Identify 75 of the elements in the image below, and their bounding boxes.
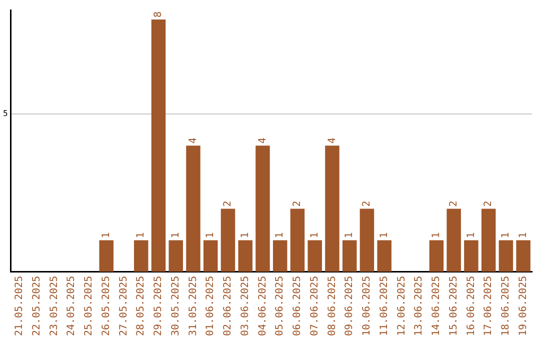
data-label: 1	[100, 232, 112, 238]
bar	[99, 240, 114, 272]
data-label: 2	[362, 200, 373, 207]
x-tick-label: 10.06.2025	[362, 276, 373, 336]
x-tick-label: 15.06.2025	[448, 276, 460, 336]
bar	[498, 240, 514, 272]
x-tick-label: 06.06.2025	[292, 276, 304, 336]
y-tick-label: 5	[2, 109, 8, 118]
x-tick-label: 29.05.2025	[153, 276, 164, 336]
data-label: 1	[466, 232, 477, 238]
bar	[464, 240, 478, 272]
data-label: 1	[431, 232, 442, 238]
data-label: 1	[378, 232, 390, 238]
bar	[481, 208, 496, 272]
data-label: 4	[188, 138, 199, 144]
data-label: 1	[518, 232, 529, 238]
bar	[168, 240, 183, 272]
x-tick-label: 04.06.2025	[257, 276, 268, 336]
x-tick-label: 16.06.2025	[466, 276, 477, 336]
data-label: 1	[500, 232, 512, 238]
x-tick-label: 25.05.2025	[84, 276, 95, 336]
bar	[360, 208, 374, 272]
data-label: 2	[222, 200, 234, 207]
bar	[203, 240, 218, 272]
bar	[325, 146, 340, 272]
x-tick-label: 03.06.2025	[240, 276, 251, 336]
data-label: 4	[326, 138, 338, 144]
bar	[272, 240, 288, 272]
data-label: 1	[344, 232, 356, 238]
data-label: 8	[153, 11, 164, 18]
x-tick-label: 09.06.2025	[344, 276, 356, 336]
x-tick-label: 19.06.2025	[518, 276, 529, 336]
data-label: 2	[448, 200, 460, 207]
data-label: 2	[292, 200, 304, 207]
x-tick-label: 26.05.2025	[100, 276, 112, 336]
x-tick-label: 07.06.2025	[309, 276, 320, 336]
data-label: 2	[483, 200, 494, 207]
x-tick-label: 05.06.2025	[274, 276, 286, 336]
x-tick-label: 18.06.2025	[500, 276, 512, 336]
bar	[342, 240, 357, 272]
x-tick-label: 08.06.2025	[326, 276, 338, 336]
bar	[446, 208, 461, 272]
x-tick-label: 28.05.2025	[136, 276, 147, 336]
x-tick-label: 31.05.2025	[188, 276, 199, 336]
data-label: 1	[240, 232, 251, 238]
bar	[134, 240, 148, 272]
x-tick-label: 01.06.2025	[205, 276, 216, 336]
data-label: 1	[309, 232, 320, 238]
x-tick-label: 14.06.2025	[431, 276, 442, 336]
bar	[308, 240, 322, 272]
x-tick-label: 12.06.2025	[396, 276, 408, 336]
data-label: 1	[170, 232, 182, 238]
x-tick-label: 22.05.2025	[31, 276, 42, 336]
bar	[151, 19, 166, 272]
x-tick-label: 13.06.2025	[414, 276, 425, 336]
bar	[290, 208, 305, 272]
x-tick-label: 11.06.2025	[378, 276, 390, 336]
x-tick-label: 17.06.2025	[483, 276, 494, 336]
data-label: 4	[257, 138, 268, 144]
bar	[238, 240, 252, 272]
x-tick-label: 27.05.2025	[118, 276, 130, 336]
bar	[377, 240, 392, 272]
bar	[220, 208, 236, 272]
x-tick-label: 30.05.2025	[170, 276, 182, 336]
x-tick-label: 02.06.2025	[222, 276, 234, 336]
bar	[186, 146, 200, 272]
bar	[516, 240, 530, 272]
data-label: 1	[205, 232, 216, 238]
data-label: 1	[136, 232, 147, 238]
bar	[256, 146, 270, 272]
x-tick-label: 21.05.2025	[14, 276, 26, 336]
x-tick-label: 24.05.2025	[66, 276, 78, 336]
x-tick-label: 23.05.2025	[48, 276, 60, 336]
data-label: 1	[274, 232, 286, 238]
bar	[429, 240, 444, 272]
